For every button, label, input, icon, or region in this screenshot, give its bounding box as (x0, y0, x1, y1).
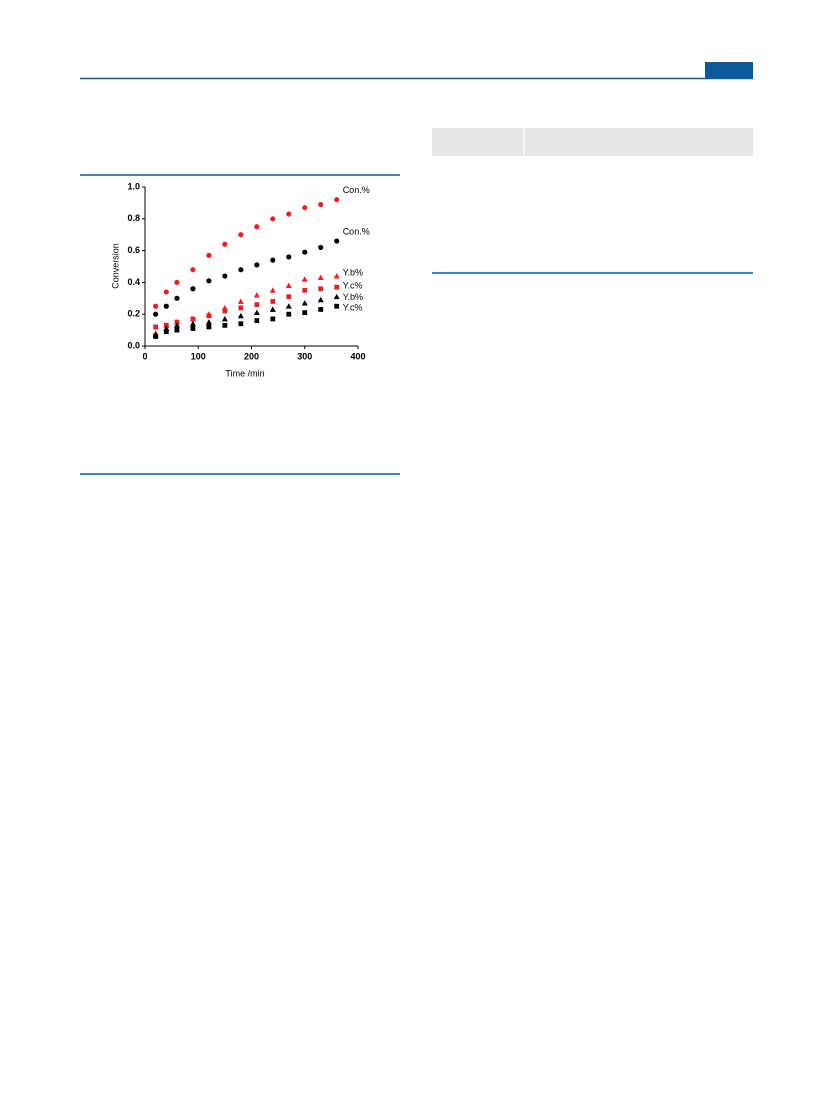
point (238, 267, 244, 273)
point (302, 249, 308, 255)
x-tick-label: 300 (297, 351, 312, 361)
table-header (432, 128, 753, 156)
point (189, 320, 196, 327)
y-tick-label: 0.0 (127, 340, 140, 350)
point (270, 299, 276, 304)
point (174, 327, 180, 333)
series-label: Y.c% (343, 281, 363, 291)
point (206, 252, 212, 258)
point (301, 300, 308, 306)
point (238, 321, 244, 327)
point (302, 205, 308, 211)
point (222, 241, 228, 247)
point (163, 289, 169, 295)
point (174, 319, 180, 325)
point (318, 286, 324, 292)
point (270, 216, 276, 222)
point (163, 303, 169, 309)
point (317, 296, 324, 303)
point (206, 324, 212, 330)
y-tick-label: 1.0 (127, 181, 140, 191)
point (206, 313, 212, 319)
point (286, 294, 292, 300)
point (270, 257, 276, 263)
point (190, 316, 196, 322)
x-axis-label: Time /min (225, 368, 264, 378)
point (318, 201, 324, 208)
point (270, 316, 276, 322)
point (318, 307, 324, 312)
header-tab (705, 62, 753, 78)
point (333, 293, 340, 300)
point (222, 322, 228, 328)
point (153, 334, 159, 339)
point (318, 244, 324, 251)
point (190, 326, 196, 331)
series-label: Y.b% (343, 267, 363, 277)
point (173, 322, 180, 328)
point (237, 312, 244, 319)
series-label: Con.% (343, 185, 370, 195)
point (286, 311, 292, 317)
point (334, 197, 340, 203)
point (334, 303, 340, 309)
point (174, 279, 180, 285)
point (163, 329, 169, 335)
y-tick-label: 0.2 (127, 309, 140, 319)
point (206, 278, 212, 284)
series-label: Y.c% (343, 303, 363, 313)
point (333, 273, 340, 279)
point (153, 311, 159, 317)
point (253, 292, 260, 298)
x-tick-label: 400 (350, 351, 365, 361)
point (302, 287, 308, 293)
point (285, 303, 292, 309)
point (238, 305, 244, 311)
point (190, 286, 196, 292)
x-tick-label: 200 (244, 351, 259, 361)
point (334, 238, 340, 244)
point (222, 308, 228, 314)
point (269, 287, 276, 293)
point (286, 254, 292, 260)
x-tick-label: 0 (142, 351, 147, 361)
point (254, 224, 260, 230)
y-tick-label: 0.6 (127, 245, 140, 255)
point (221, 315, 228, 322)
y-tick-label: 0.4 (127, 277, 140, 287)
point (254, 302, 260, 308)
point (222, 273, 228, 279)
x-tick-label: 100 (191, 351, 206, 361)
point (254, 318, 260, 323)
point (269, 306, 276, 312)
y-axis-label: Conversion (110, 243, 120, 289)
point (153, 324, 159, 330)
point (174, 295, 180, 301)
point (285, 282, 292, 288)
y-tick-label: 0.8 (127, 213, 140, 223)
point (238, 232, 244, 238)
point (205, 319, 212, 325)
point (317, 274, 324, 281)
series-label: Y.b% (343, 292, 363, 302)
point (153, 303, 159, 309)
point (286, 211, 292, 217)
point (253, 309, 260, 316)
point (334, 284, 340, 290)
point (254, 262, 260, 268)
point (302, 310, 308, 316)
point (237, 298, 244, 304)
point (190, 267, 196, 273)
point (301, 276, 308, 282)
point (163, 322, 169, 328)
series-label: Con.% (343, 226, 370, 236)
